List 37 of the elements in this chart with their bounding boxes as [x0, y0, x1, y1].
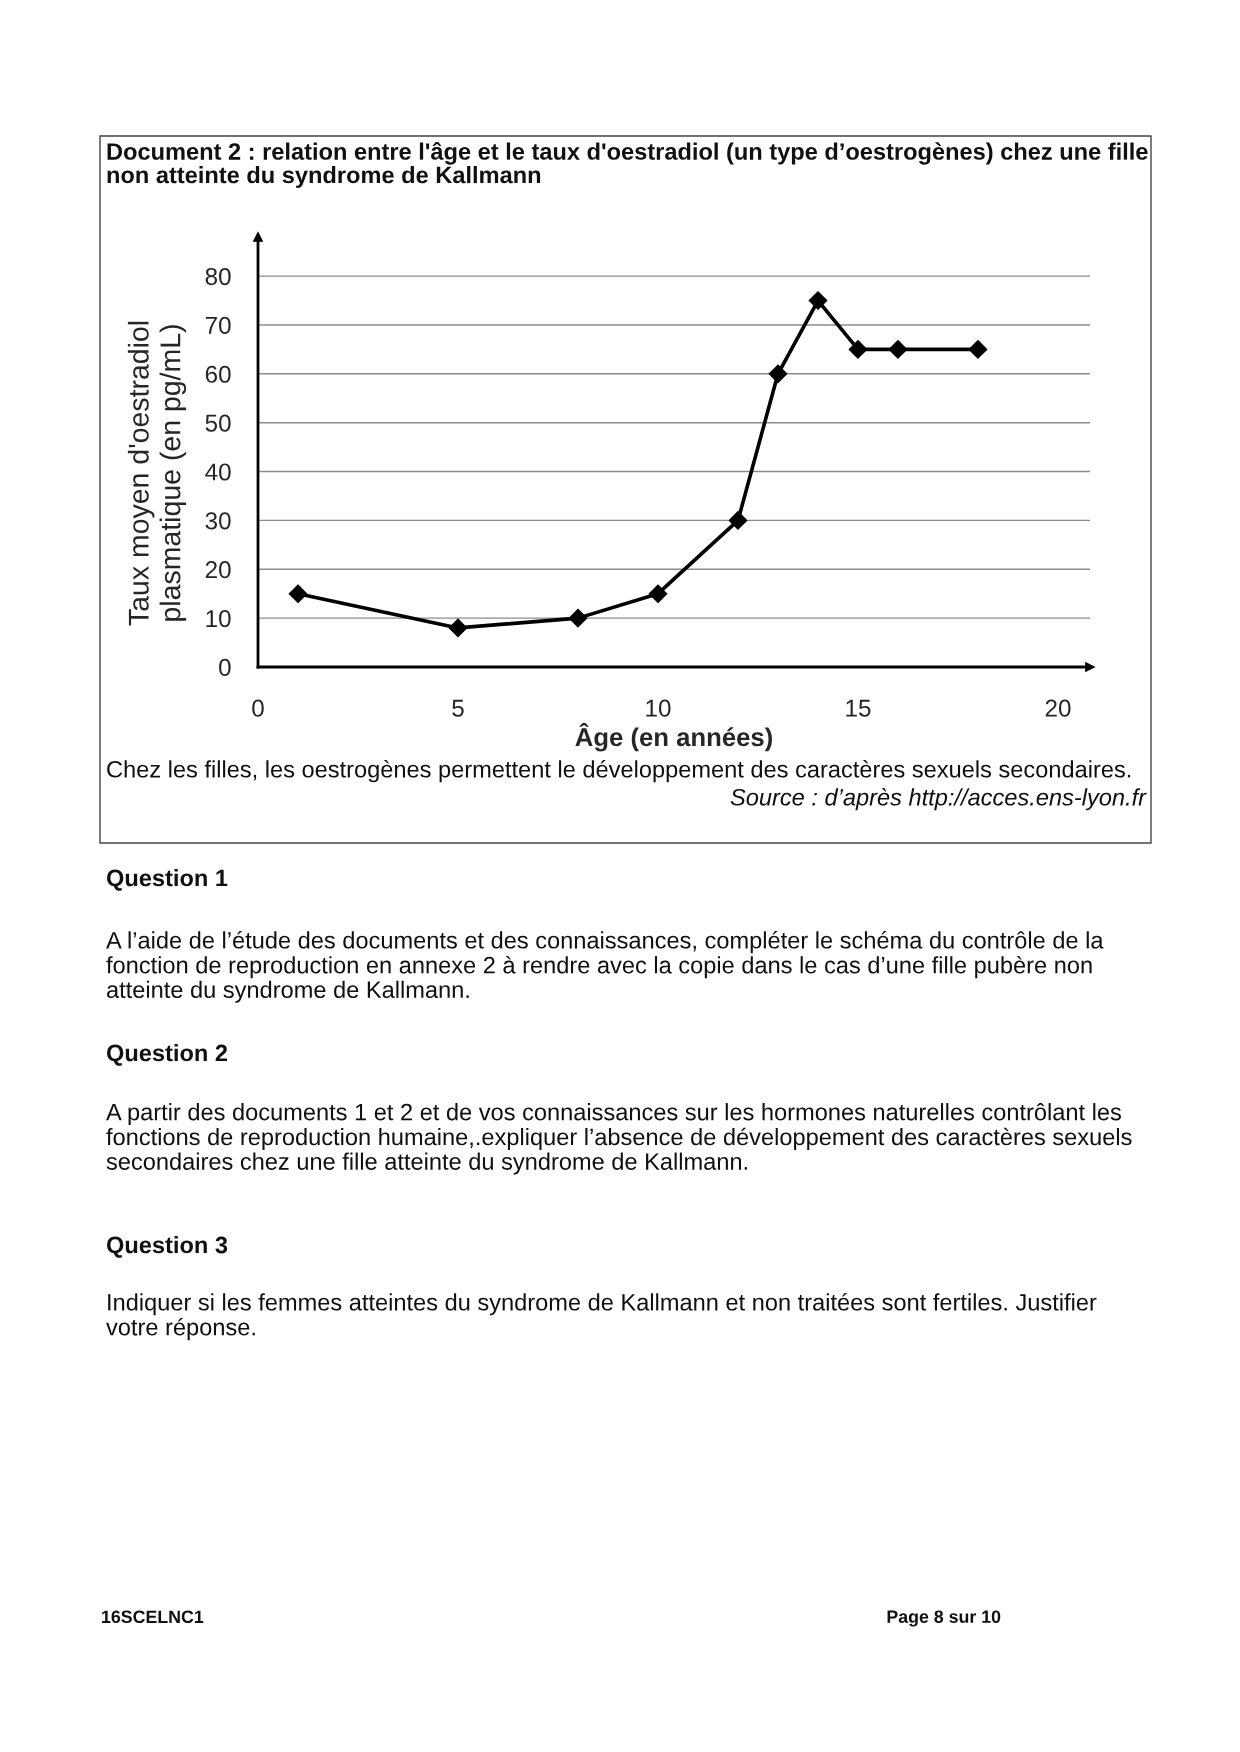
x-tick-label: 15: [846, 699, 871, 717]
text: 16SCELNC1: [102, 1610, 204, 1624]
source-note: Source : d’après http://acces.ens-lyon.fr: [730, 788, 1147, 811]
text: Indiquer si les femmes atteintes du syndrome de Kallmann et non traitées sont fertiles. Justifier votre réponse.: [106, 1293, 1097, 1341]
point: [968, 340, 988, 359]
point: [768, 364, 788, 384]
x-tick-label: 20: [1045, 699, 1071, 717]
text: Chez les filles, les oestrogènes permettent le développement des caractères sexuels secondaires.: [107, 760, 1131, 783]
x-tick-label: 5: [452, 699, 464, 717]
text: A partir des documents 1 et 2 et de vos connaissances sur les hormones naturelles contrôlant les fonctions de reproduction humaine,.expliquer l’absence de développement des caractères sexuels secondaires chez une fille atteinte du syndrome de Kallmann.: [106, 1103, 1132, 1175]
x-tick-label: 10: [646, 699, 671, 717]
y-tick-label: 0: [219, 658, 231, 677]
point: [568, 608, 588, 628]
point: [728, 511, 748, 530]
point: [848, 340, 868, 359]
point: [648, 584, 668, 604]
y-tick-label: 60: [205, 365, 231, 383]
chart-title: Document 2 : relation entre l'âge et le taux d'oestradiol (un type d’oestrogènes) chez une fille non atteinte du syndrome de Kallmann: [107, 142, 1148, 189]
text: Question 1: [106, 869, 228, 891]
y-tick-label: 50: [205, 414, 231, 432]
y-tick-label: 40: [205, 463, 231, 481]
text: Page 8 sur 10: [887, 1610, 1001, 1627]
y-tick-label: 70: [205, 316, 231, 334]
y-tick-label: 80: [205, 267, 231, 286]
point: [888, 340, 908, 359]
x-tick-label: 0: [252, 699, 264, 717]
text: A l’aide de l’étude des documents et des connaissances, compléter le schéma du contrôle de la fonction de reproduction en annexe 2 à rendre avec la copie dans le cas d’une fille pubère non atteinte du syndrome de Kallmann.: [106, 931, 1104, 1003]
text: Question 2: [106, 1044, 228, 1066]
point: [288, 584, 308, 604]
y-tick-label: 30: [205, 512, 231, 530]
y-tick-label: 10: [206, 609, 231, 628]
y-axis-title: Taux moyen d'oestradiol plasmatique (en pg/mL): [127, 321, 187, 626]
point: [808, 291, 828, 310]
text: Question 3: [106, 1236, 228, 1258]
x-axis-title: Âge (en années): [575, 722, 772, 752]
y-tick-label: 20: [205, 561, 231, 579]
point: [448, 618, 468, 638]
